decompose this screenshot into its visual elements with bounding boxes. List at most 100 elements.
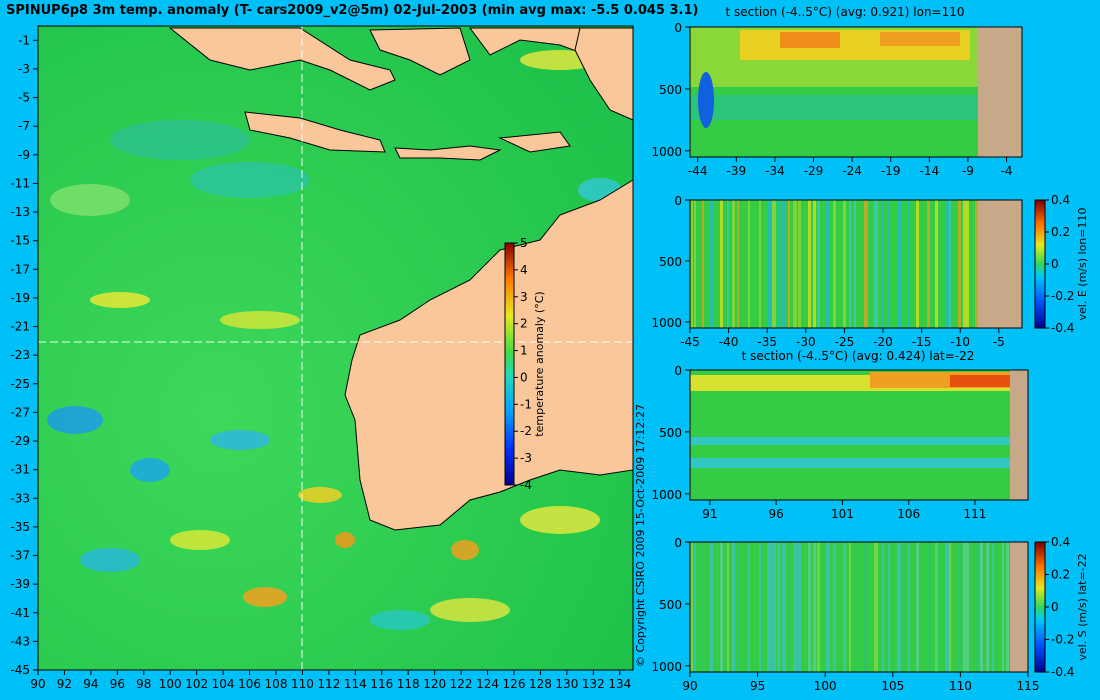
panel-vel-e-lon: -45 -40 -35 -30 -25 -20 -15 -10 -5 0 500 1000 0.4 0.2… xyxy=(651,193,1089,349)
map-colorbar: 5 4 3 2 1 0 -1 -2 -3 -4 temperature anomaly (°C) xyxy=(504,236,546,492)
velocity-stripe xyxy=(908,542,910,672)
map-y-tick-label: -45 xyxy=(10,663,30,677)
panel-y-tick-label: 0 xyxy=(674,536,682,550)
panel-x-tick-label: -25 xyxy=(835,335,855,349)
panel-x-tick-label: -10 xyxy=(950,335,970,349)
panel-colorbar-tick-label: 0 xyxy=(1051,600,1059,614)
velocity-stripe xyxy=(992,542,994,672)
map-x-tick-label: 120 xyxy=(423,677,446,691)
velocity-stripe xyxy=(980,542,983,672)
map-x-tick-label: 112 xyxy=(317,677,340,691)
map-x-tick-label: 130 xyxy=(555,677,578,691)
panel-x-tick-label: -4 xyxy=(1001,164,1013,178)
panel-x-tick-label: 91 xyxy=(702,507,717,521)
map-x-tick-label: 134 xyxy=(608,677,631,691)
velocity-stripe xyxy=(945,542,949,672)
velocity-stripe xyxy=(975,542,979,672)
map-x-tick-label: 108 xyxy=(265,677,288,691)
map-colorbar-label: temperature anomaly (°C) xyxy=(533,291,546,436)
panel-y-tick-label: 1000 xyxy=(651,145,682,159)
velocity-stripe xyxy=(748,542,750,672)
velocity-stripe xyxy=(694,542,696,672)
map-colorbar-tick-label: 5 xyxy=(520,236,528,250)
panel-x-tick-label: -24 xyxy=(842,164,862,178)
map-x-tick-label: 104 xyxy=(212,677,235,691)
velocity-stripe xyxy=(897,200,901,328)
velocity-stripe xyxy=(798,542,801,672)
velocity-stripe xyxy=(817,200,820,328)
panel-vel-s-lat: 90 95 100 105 110 115050010000.40.20-0.2-0.4 … xyxy=(651,535,1089,693)
panel-x-tick-label: -29 xyxy=(804,164,824,178)
velocity-stripe xyxy=(935,542,938,672)
velocity-stripe xyxy=(826,200,830,328)
velocity-stripe xyxy=(798,200,801,328)
panel-colorbar-tick-label: -0.4 xyxy=(1051,665,1074,679)
copyright-notice: © Copyright CSIRO 2009 15-Oct-2009 17:12… xyxy=(634,403,647,667)
velocity-stripe xyxy=(759,542,761,672)
panel-x-tick-label: 90 xyxy=(682,679,697,693)
velocity-stripe xyxy=(772,542,776,672)
velocity-stripe xyxy=(843,542,846,672)
panel-colorbar-tick-label: 0 xyxy=(1051,257,1059,271)
velocity-stripe xyxy=(854,200,856,328)
velocity-stripe xyxy=(882,200,884,328)
panel-colorbar-tick-label: 0.4 xyxy=(1051,193,1070,207)
panel-x-tick-label: 96 xyxy=(769,507,784,521)
panel-x-tick-label: 110 xyxy=(949,679,972,693)
panel-y-tick-label: 500 xyxy=(659,426,682,440)
velocity-stripe xyxy=(843,200,846,328)
velocity-stripe xyxy=(772,200,776,328)
panel-x-tick-label: 101 xyxy=(831,507,854,521)
panel-x-tick-label: -19 xyxy=(881,164,901,178)
velocity-stripe xyxy=(720,542,723,672)
panel-y-tick-label: 1000 xyxy=(651,316,682,330)
panel-x-tick-label: -30 xyxy=(796,335,816,349)
map-y-tick-label: -19 xyxy=(10,291,30,305)
velocity-stripe xyxy=(817,542,820,672)
map-y-tick-label: -3 xyxy=(18,62,30,76)
map-y-tick-label: -25 xyxy=(10,377,30,391)
map-x-tick-label: 132 xyxy=(582,677,605,691)
velocity-stripe xyxy=(833,542,836,672)
map-x-axis: 90 92 94 96 98 100 102 104 106 108 110 112 114 116 118… xyxy=(30,670,631,691)
velocity-stripe xyxy=(958,200,961,328)
velocity-stripe xyxy=(710,200,713,328)
velocity-stripe xyxy=(777,200,780,328)
panel-x-tick-label: -9 xyxy=(962,164,974,178)
map-y-tick-label: -1 xyxy=(18,33,30,47)
panel-x-tick-label: -5 xyxy=(993,335,1005,349)
velocity-stripe xyxy=(874,542,878,672)
map-x-tick-label: 90 xyxy=(30,677,45,691)
map-colorbar-tick-label: 2 xyxy=(520,317,528,331)
velocity-stripe xyxy=(690,200,693,328)
map-x-tick-label: 114 xyxy=(344,677,367,691)
velocity-stripe xyxy=(690,542,693,672)
panel-colorbar-tick-label: 0.4 xyxy=(1051,535,1070,549)
velocity-stripe xyxy=(949,200,951,328)
velocity-stripe xyxy=(767,542,771,672)
velocity-stripe xyxy=(854,542,856,672)
panel-y-tick-label: 0 xyxy=(674,21,682,35)
velocity-stripe xyxy=(916,542,919,672)
velocity-stripe xyxy=(908,200,910,328)
velocity-stripe xyxy=(732,200,735,328)
velocity-stripe xyxy=(963,542,967,672)
velocity-stripe xyxy=(777,542,780,672)
panel-y-tick-label: 1000 xyxy=(651,660,682,674)
velocity-stripe xyxy=(864,542,868,672)
velocity-stripe xyxy=(788,200,790,328)
panel-2-colorbar-label: vel. E (m/s) lon=110 xyxy=(1076,208,1089,321)
map-y-tick-label: -21 xyxy=(10,320,30,334)
map-x-tick-label: 106 xyxy=(238,677,261,691)
map-y-tick-label: -31 xyxy=(10,463,30,477)
velocity-stripe xyxy=(767,200,771,328)
map-colorbar-tick-label: 0 xyxy=(520,370,528,384)
map-y-tick-label: -43 xyxy=(10,634,30,648)
panel-colorbar-tick-label: 0.2 xyxy=(1051,225,1070,239)
figure-title: SPINUP6p8 3m temp. anomaly (T- cars2009_… xyxy=(6,3,699,18)
panel-y-tick-label: 0 xyxy=(674,364,682,378)
map-y-tick-label: -37 xyxy=(10,549,30,563)
velocity-stripe xyxy=(888,542,890,672)
map-x-tick-label: 100 xyxy=(159,677,182,691)
